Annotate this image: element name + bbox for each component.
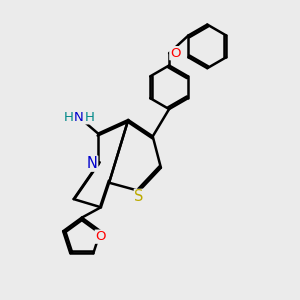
Text: H: H	[85, 111, 94, 124]
Text: O: O	[170, 47, 180, 60]
Text: N: N	[87, 156, 98, 171]
Text: S: S	[134, 189, 144, 204]
Text: H: H	[64, 111, 74, 124]
Text: O: O	[95, 230, 106, 243]
Text: N: N	[74, 111, 84, 124]
